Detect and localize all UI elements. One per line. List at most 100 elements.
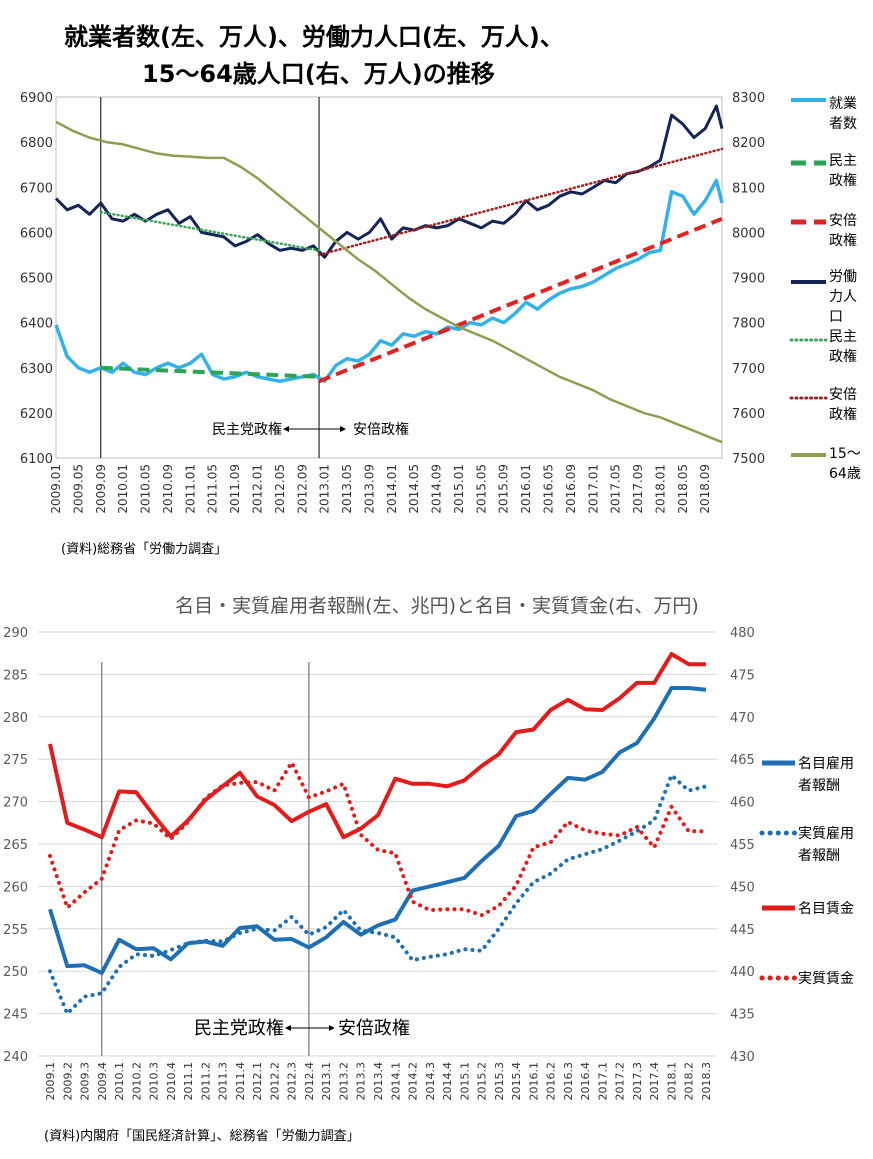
chart1-annotation-left: 民主党政権	[212, 421, 282, 438]
chart1-source-note: (資料)総務省「労働力調査」	[61, 542, 227, 557]
chart1-x-tick: 2013.01	[318, 464, 332, 514]
chart1-left-tick: 6100	[20, 452, 53, 467]
chart2-left-tick: 240	[3, 1050, 28, 1065]
chart2-x-tick: 2015.2	[476, 1062, 489, 1101]
chart2-series-line	[48, 760, 708, 918]
chart1-left-tick: 6200	[20, 407, 53, 422]
chart1-right-tick: 8100	[732, 181, 765, 196]
chart2-x-tick: 2018.2	[683, 1062, 696, 1101]
chart2-left-tick: 245	[3, 1008, 28, 1023]
chart2-x-tick: 2018.3	[700, 1062, 713, 1101]
chart2-x-tick: 2013.4	[372, 1062, 385, 1101]
chart1-x-tick: 2016.09	[564, 464, 578, 514]
chart1-left-tick: 6300	[20, 362, 53, 377]
chart1-left-tick: 6500	[20, 272, 53, 287]
chart1-right-tick: 7700	[732, 362, 765, 377]
chart2-x-tick: 2014.4	[441, 1062, 454, 1101]
chart1-left-tick: 6400	[20, 317, 53, 332]
chart2-right-tick: 470	[730, 711, 755, 726]
chart2-x-tick: 2017.2	[614, 1062, 627, 1101]
chart1-right-tick: 8300	[732, 91, 765, 106]
chart2-left-tick: 270	[3, 796, 28, 811]
chart2-x-tick: 2015.3	[493, 1062, 506, 1101]
chart2-right-tick: 460	[730, 796, 755, 811]
chart1-x-tick: 2016.05	[542, 464, 556, 514]
chart1-legend-label: 労働力人口	[829, 269, 857, 325]
chart2-x-tick: 2018.1	[665, 1062, 678, 1101]
chart2-x-tick: 2010.4	[165, 1062, 178, 1101]
chart1-series-line	[54, 104, 724, 259]
chart2-x-tick: 2009.1	[44, 1062, 57, 1101]
chart2-left-tick: 290	[3, 626, 28, 641]
chart1-left-tick: 6600	[20, 226, 53, 241]
chart1-x-tick: 2011.01	[183, 464, 197, 514]
chart2-x-tick: 2009.2	[61, 1062, 74, 1101]
chart2-x-tick: 2016.2	[545, 1062, 558, 1101]
chart2-x-tick: 2017.3	[631, 1062, 644, 1101]
chart2-x-tick: 2012.2	[268, 1062, 281, 1101]
chart2-left-tick: 260	[3, 880, 28, 895]
chart1-x-tick: 2011.09	[228, 464, 242, 514]
chart1-title-line2: 15〜64歳人口(右、万人)の推移	[142, 60, 495, 88]
chart1-series-line	[54, 178, 724, 384]
chart1-x-tick: 2017.01	[586, 464, 600, 514]
chart1-x-tick: 2016.01	[519, 464, 533, 514]
chart1-legend-label: 安倍政権	[829, 387, 857, 423]
chart1-x-tick: 2015.05	[474, 464, 488, 514]
chart2-x-tick: 2012.3	[286, 1062, 299, 1101]
chart2-x-tick: 2016.4	[579, 1062, 592, 1101]
chart2-series-line	[48, 686, 707, 975]
chart2-x-tick: 2015.1	[458, 1062, 471, 1101]
chart1-right-tick: 7600	[732, 407, 765, 422]
chart1-legend-label: 就業者数	[829, 96, 857, 132]
chart1-x-tick: 2017.09	[631, 464, 645, 514]
chart2-x-tick: 2009.3	[79, 1062, 92, 1101]
chart2-x-tick: 2011.2	[199, 1062, 212, 1101]
chart2-x-tick: 2012.4	[303, 1062, 316, 1101]
chart2-legend-label: 名目賃金	[798, 901, 854, 917]
chart1-right-tick: 7500	[732, 452, 765, 467]
chart1-x-tick: 2015.09	[497, 464, 511, 514]
chart1-x-tick: 2014.05	[407, 464, 421, 514]
chart2-source-note: (資料)内閣府「国民経済計算」、総務省「労働力調査」	[44, 1128, 360, 1144]
chart2-x-tick: 2016.3	[562, 1062, 575, 1101]
chart2-left-tick: 265	[3, 838, 28, 853]
chart1-arrowhead-right	[340, 426, 347, 432]
chart2-x-tick: 2010.2	[130, 1062, 143, 1101]
chart2-left-tick: 285	[3, 668, 28, 683]
chart2-x-tick: 2013.2	[337, 1062, 350, 1101]
chart2-title: 名目・実質雇用者報酬(左、兆円)と名目・実質賃金(右、万円)	[175, 595, 699, 617]
chart1-x-tick: 2010.01	[116, 464, 130, 514]
chart2-x-tick: 2010.1	[113, 1062, 126, 1101]
chart1-annotation-right: 安倍政権	[353, 421, 409, 438]
chart2-right-tick: 440	[730, 965, 755, 980]
chart2-left-tick: 275	[3, 753, 28, 768]
chart2-arrowhead-right	[328, 1025, 335, 1031]
chart2-annotation-left: 民主党政権	[194, 1018, 284, 1039]
chart2-annotation-right: 安倍政権	[338, 1018, 410, 1039]
chart1-x-tick: 2010.09	[161, 464, 175, 514]
chart2-right-tick: 435	[730, 1008, 755, 1023]
chart1-right-tick: 8000	[732, 226, 765, 241]
chart1-legend-label: 15〜 64歳	[829, 446, 861, 482]
chart1-x-tick: 2010.05	[139, 464, 153, 514]
chart1-plot-frame	[55, 96, 723, 459]
chart1-x-tick: 2018.01	[653, 464, 667, 514]
chart1-x-tick: 2013.09	[362, 464, 376, 514]
chart2-x-tick: 2009.4	[96, 1062, 109, 1101]
chart1-left-tick: 6800	[20, 136, 53, 151]
chart2-x-tick: 2014.1	[389, 1062, 402, 1101]
chart1-series-line	[317, 147, 724, 257]
chart2-legend-label: 名目雇用者報酬	[798, 755, 854, 794]
chart1-x-tick: 2014.01	[385, 464, 399, 514]
chart1-x-tick: 2014.09	[430, 464, 444, 514]
chart2-x-tick: 2012.1	[251, 1062, 264, 1101]
chart2-series-line	[48, 773, 708, 1016]
chart1-x-tick: 2015.01	[452, 464, 466, 514]
chart1-x-tick: 2012.05	[273, 464, 287, 514]
chart2-left-tick: 280	[3, 711, 28, 726]
chart1-legend-label: 安倍政権	[829, 213, 857, 249]
chart2-right-tick: 455	[730, 838, 755, 853]
chart2-x-tick: 2014.2	[407, 1062, 420, 1101]
